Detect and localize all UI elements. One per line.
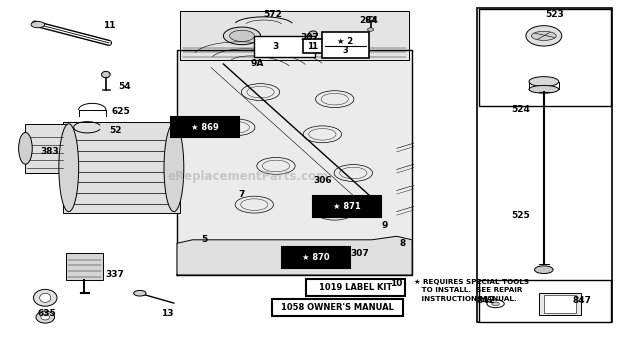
Ellipse shape: [223, 27, 260, 44]
Ellipse shape: [534, 266, 553, 274]
Bar: [282, 247, 350, 268]
Text: ★ REQUIRES SPECIAL TOOLS
   TO INSTALL.  SEE REPAIR
   INSTRUCTION MANUAL.: ★ REQUIRES SPECIAL TOOLS TO INSTALL. SEE…: [414, 279, 529, 301]
Text: 307: 307: [301, 33, 319, 42]
Ellipse shape: [492, 302, 499, 306]
Ellipse shape: [366, 17, 375, 22]
Text: 1: 1: [311, 42, 317, 51]
Ellipse shape: [41, 314, 50, 320]
Ellipse shape: [526, 26, 562, 46]
Text: 9: 9: [381, 221, 388, 230]
Ellipse shape: [229, 30, 254, 42]
Ellipse shape: [40, 293, 51, 303]
Text: 8: 8: [400, 239, 406, 248]
Text: ★ 870: ★ 870: [303, 253, 330, 262]
Ellipse shape: [164, 124, 184, 212]
Text: ★ 869: ★ 869: [191, 123, 219, 132]
Bar: [544, 295, 576, 313]
Text: ★ 871: ★ 871: [333, 202, 361, 211]
Text: 9A: 9A: [250, 60, 264, 68]
Ellipse shape: [309, 31, 317, 37]
Ellipse shape: [368, 28, 374, 31]
Text: 847: 847: [573, 296, 591, 305]
Polygon shape: [177, 50, 412, 275]
Bar: [322, 32, 369, 58]
Ellipse shape: [59, 124, 79, 212]
Ellipse shape: [487, 300, 504, 308]
Text: 1058 OWNER'S MANUAL: 1058 OWNER'S MANUAL: [281, 303, 394, 312]
Bar: [479, 9, 611, 106]
Text: 52: 52: [109, 126, 122, 135]
Bar: [66, 253, 103, 280]
Bar: [25, 124, 66, 173]
Text: 383: 383: [41, 148, 60, 156]
Text: 13: 13: [161, 309, 174, 318]
Text: 284: 284: [360, 16, 378, 24]
Ellipse shape: [36, 311, 55, 323]
Bar: [272, 299, 404, 316]
Text: 10: 10: [391, 279, 403, 288]
Bar: [171, 117, 239, 137]
Ellipse shape: [134, 291, 146, 296]
Ellipse shape: [529, 85, 559, 93]
Ellipse shape: [529, 77, 559, 86]
Text: 3: 3: [343, 46, 348, 55]
Text: 572: 572: [264, 10, 282, 19]
Text: 1019 LABEL KIT: 1019 LABEL KIT: [319, 283, 392, 292]
Text: 525: 525: [511, 211, 529, 220]
Text: 11: 11: [103, 21, 115, 30]
Text: 3: 3: [273, 42, 279, 51]
Ellipse shape: [531, 31, 556, 41]
Text: 523: 523: [545, 10, 564, 19]
Bar: [539, 293, 581, 315]
Polygon shape: [177, 236, 412, 275]
Bar: [63, 122, 180, 214]
Text: 635: 635: [38, 309, 56, 318]
Text: 524: 524: [511, 105, 529, 114]
Ellipse shape: [19, 132, 32, 164]
Bar: [254, 36, 315, 57]
Text: 1: 1: [307, 42, 313, 51]
Text: 625: 625: [112, 107, 131, 116]
Text: eReplacementParts.com: eReplacementParts.com: [167, 170, 329, 183]
Ellipse shape: [102, 71, 110, 78]
Bar: [306, 279, 405, 296]
Bar: [479, 280, 611, 322]
Bar: [303, 40, 326, 53]
Text: 306: 306: [313, 175, 332, 185]
Bar: [477, 8, 612, 322]
Text: 842: 842: [477, 296, 496, 305]
Text: 307: 307: [350, 249, 369, 258]
Bar: [313, 196, 381, 217]
Text: 5: 5: [202, 235, 208, 244]
Text: ★ 2: ★ 2: [337, 37, 353, 46]
Text: 54: 54: [118, 82, 131, 91]
Text: 337: 337: [105, 270, 125, 280]
Ellipse shape: [33, 289, 57, 306]
Polygon shape: [180, 11, 409, 60]
Ellipse shape: [31, 22, 45, 28]
Text: 7: 7: [239, 190, 245, 199]
